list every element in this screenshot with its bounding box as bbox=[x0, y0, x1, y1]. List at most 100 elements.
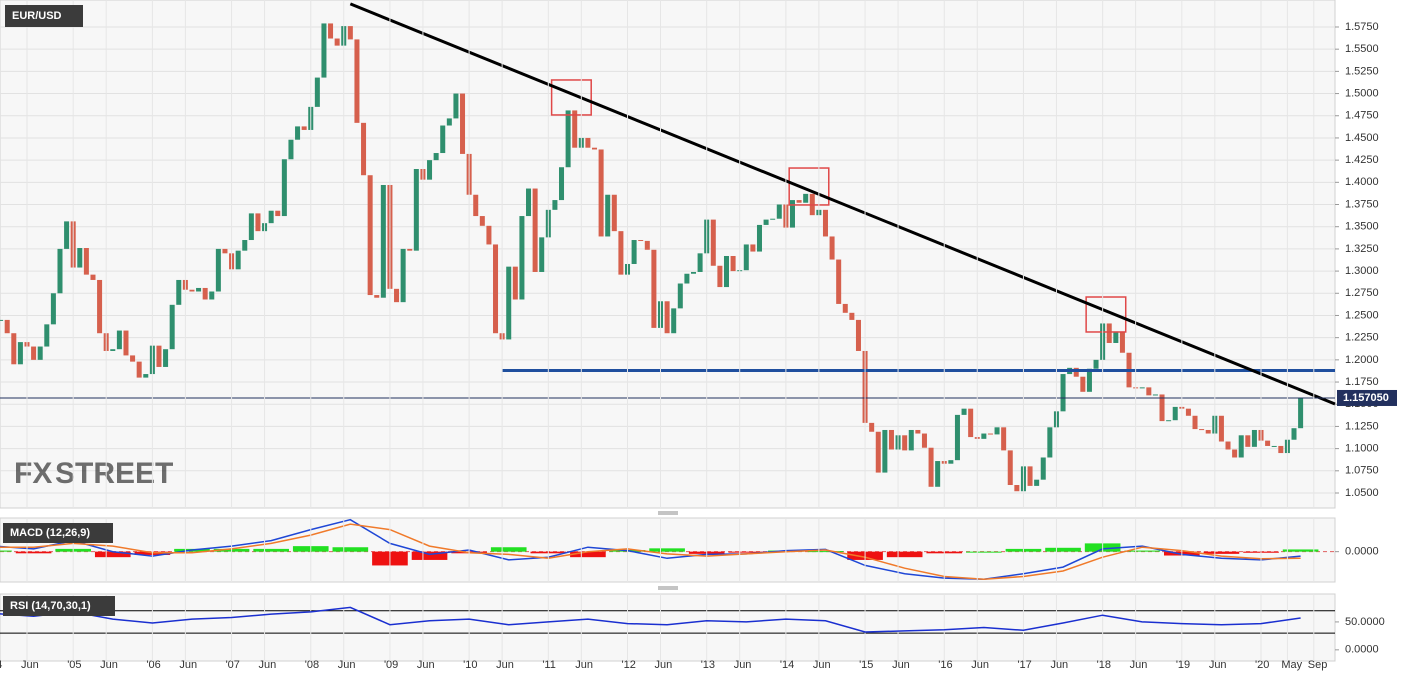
y-tick-label: 1.0500 bbox=[1345, 487, 1379, 499]
x-tick-label: '20 bbox=[1255, 659, 1269, 671]
candle bbox=[908, 429, 914, 451]
candle bbox=[1159, 394, 1165, 422]
candle bbox=[367, 175, 373, 296]
candle bbox=[842, 303, 848, 313]
x-tick-label: Jun bbox=[259, 659, 277, 671]
candle bbox=[202, 287, 208, 300]
candle bbox=[1093, 359, 1099, 369]
candle bbox=[44, 324, 50, 347]
candle bbox=[1225, 441, 1231, 450]
indicator-line bbox=[0, 606, 1301, 633]
candle bbox=[156, 345, 162, 367]
candle bbox=[163, 349, 169, 367]
y-tick-label: 1.5250 bbox=[1345, 65, 1379, 77]
candle bbox=[169, 304, 175, 350]
histogram-bar bbox=[1203, 551, 1240, 554]
chart-title: EUR/USD bbox=[12, 10, 62, 22]
x-tick-label: '19 bbox=[1176, 659, 1190, 671]
candle bbox=[222, 248, 228, 254]
candle bbox=[1238, 435, 1244, 458]
candle bbox=[1119, 331, 1125, 353]
y-tick-label: 1.4000 bbox=[1345, 176, 1379, 188]
candle bbox=[539, 237, 545, 272]
candle bbox=[750, 244, 756, 252]
histogram-bar bbox=[411, 551, 448, 560]
candle bbox=[1205, 429, 1211, 434]
y-tick-label: 1.1250 bbox=[1345, 420, 1379, 432]
candle bbox=[618, 231, 624, 275]
candle bbox=[836, 259, 842, 304]
candle bbox=[347, 26, 353, 40]
candle bbox=[215, 248, 221, 292]
candle bbox=[743, 244, 749, 271]
candle bbox=[446, 118, 452, 126]
candle bbox=[1073, 367, 1079, 377]
candle bbox=[427, 160, 433, 180]
candle bbox=[849, 312, 855, 320]
x-tick-label: '08 bbox=[305, 659, 319, 671]
candle bbox=[400, 248, 406, 303]
candle bbox=[552, 200, 558, 210]
candle bbox=[1172, 406, 1178, 421]
candle bbox=[789, 200, 795, 228]
candle bbox=[526, 188, 532, 217]
candle bbox=[97, 279, 103, 334]
indicator-line bbox=[0, 523, 1301, 580]
watermark: STREET bbox=[55, 457, 173, 490]
x-tick-label: '05 bbox=[67, 659, 81, 671]
candle bbox=[83, 248, 89, 275]
title-box bbox=[3, 523, 113, 543]
candle bbox=[196, 287, 202, 292]
histogram-bar bbox=[94, 551, 131, 558]
candle bbox=[1047, 427, 1053, 458]
candle bbox=[915, 429, 921, 434]
candle bbox=[638, 240, 644, 242]
candle bbox=[407, 248, 413, 251]
candle bbox=[770, 218, 776, 220]
x-tick-label: '12 bbox=[622, 659, 636, 671]
x-tick-label: '06 bbox=[146, 659, 160, 671]
candle bbox=[822, 209, 828, 237]
candle bbox=[756, 224, 762, 252]
histogram-bar bbox=[1124, 550, 1161, 552]
candle bbox=[31, 346, 37, 360]
candle bbox=[710, 219, 716, 266]
histogram-bar bbox=[490, 547, 527, 552]
title-box bbox=[3, 596, 115, 616]
candle bbox=[928, 447, 934, 487]
candle bbox=[948, 460, 954, 464]
y-tick-label: 1.2750 bbox=[1345, 287, 1379, 299]
x-tick-label: Jun bbox=[100, 659, 118, 671]
histogram-bar bbox=[807, 551, 844, 553]
candle bbox=[585, 137, 591, 148]
x-tick-label: Jun bbox=[179, 659, 197, 671]
candle bbox=[935, 461, 941, 487]
candle bbox=[684, 273, 690, 284]
x-tick-label: '04 bbox=[0, 659, 2, 671]
candle bbox=[1291, 428, 1297, 440]
candle bbox=[374, 295, 380, 298]
candle bbox=[361, 122, 367, 176]
candle bbox=[987, 433, 993, 435]
candle bbox=[512, 266, 518, 300]
x-tick-label: '13 bbox=[701, 659, 715, 671]
rsi-title: RSI (14,70,30,1) bbox=[10, 600, 91, 612]
candle bbox=[644, 240, 650, 250]
x-tick-label: '16 bbox=[938, 659, 952, 671]
candle bbox=[321, 23, 327, 78]
candle bbox=[611, 194, 617, 232]
candle bbox=[1086, 368, 1092, 392]
x-tick-label: Jun bbox=[417, 659, 435, 671]
candle bbox=[671, 308, 677, 334]
candle bbox=[968, 408, 974, 438]
candle bbox=[1265, 440, 1271, 446]
x-tick-label: Jun bbox=[1050, 659, 1068, 671]
candle bbox=[288, 139, 294, 160]
candle bbox=[1034, 479, 1040, 486]
candle bbox=[110, 349, 116, 351]
candle bbox=[354, 39, 360, 123]
candle bbox=[1166, 420, 1172, 422]
x-tick-label: May bbox=[1281, 659, 1302, 671]
title-box bbox=[5, 5, 83, 27]
